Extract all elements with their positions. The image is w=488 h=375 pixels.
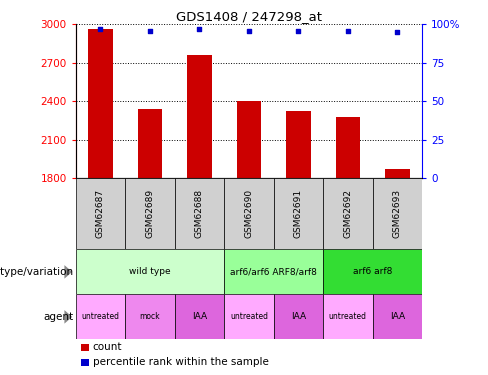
Text: untreated: untreated bbox=[81, 312, 120, 321]
Text: wild type: wild type bbox=[129, 267, 171, 276]
Point bbox=[393, 29, 401, 35]
Point bbox=[245, 27, 253, 33]
Bar bbox=[76, 294, 125, 339]
Point bbox=[196, 26, 203, 32]
Text: genotype/variation: genotype/variation bbox=[0, 267, 73, 277]
Text: GSM62689: GSM62689 bbox=[145, 189, 154, 238]
Point bbox=[344, 27, 352, 33]
Text: GSM62688: GSM62688 bbox=[195, 189, 204, 238]
Bar bbox=[175, 178, 224, 249]
Bar bbox=[336, 117, 360, 178]
Bar bbox=[274, 294, 323, 339]
Bar bbox=[187, 55, 212, 178]
Bar bbox=[385, 169, 410, 178]
Text: IAA: IAA bbox=[192, 312, 207, 321]
Bar bbox=[373, 294, 422, 339]
Bar bbox=[323, 178, 373, 249]
Bar bbox=[125, 294, 175, 339]
Bar bbox=[88, 30, 113, 178]
Text: untreated: untreated bbox=[230, 312, 268, 321]
Text: count: count bbox=[93, 342, 122, 352]
Point bbox=[294, 27, 302, 33]
Title: GDS1408 / 247298_at: GDS1408 / 247298_at bbox=[176, 10, 322, 23]
Bar bbox=[286, 111, 311, 178]
Text: GSM62693: GSM62693 bbox=[393, 189, 402, 238]
Text: arf6 arf8: arf6 arf8 bbox=[353, 267, 392, 276]
Point bbox=[97, 26, 104, 32]
Text: IAA: IAA bbox=[291, 312, 306, 321]
Polygon shape bbox=[64, 265, 72, 279]
Bar bbox=[373, 178, 422, 249]
Polygon shape bbox=[64, 310, 72, 324]
Bar bbox=[175, 294, 224, 339]
Bar bbox=[323, 249, 422, 294]
Text: percentile rank within the sample: percentile rank within the sample bbox=[93, 357, 268, 367]
Bar bbox=[224, 249, 323, 294]
Bar bbox=[274, 178, 323, 249]
Point bbox=[146, 27, 154, 33]
Bar bbox=[125, 178, 175, 249]
Bar bbox=[237, 101, 261, 178]
Bar bbox=[138, 109, 162, 178]
Bar bbox=[323, 294, 373, 339]
Text: GSM62690: GSM62690 bbox=[244, 189, 253, 238]
Text: GSM62687: GSM62687 bbox=[96, 189, 105, 238]
Text: IAA: IAA bbox=[390, 312, 405, 321]
Text: agent: agent bbox=[43, 312, 73, 322]
Text: GSM62691: GSM62691 bbox=[294, 189, 303, 238]
Text: GSM62692: GSM62692 bbox=[344, 189, 352, 238]
Bar bbox=[224, 178, 274, 249]
Bar bbox=[76, 178, 125, 249]
Bar bbox=[76, 249, 224, 294]
Text: untreated: untreated bbox=[329, 312, 367, 321]
Text: arf6/arf6 ARF8/arf8: arf6/arf6 ARF8/arf8 bbox=[230, 267, 317, 276]
Text: mock: mock bbox=[140, 312, 160, 321]
Bar bbox=[224, 294, 274, 339]
